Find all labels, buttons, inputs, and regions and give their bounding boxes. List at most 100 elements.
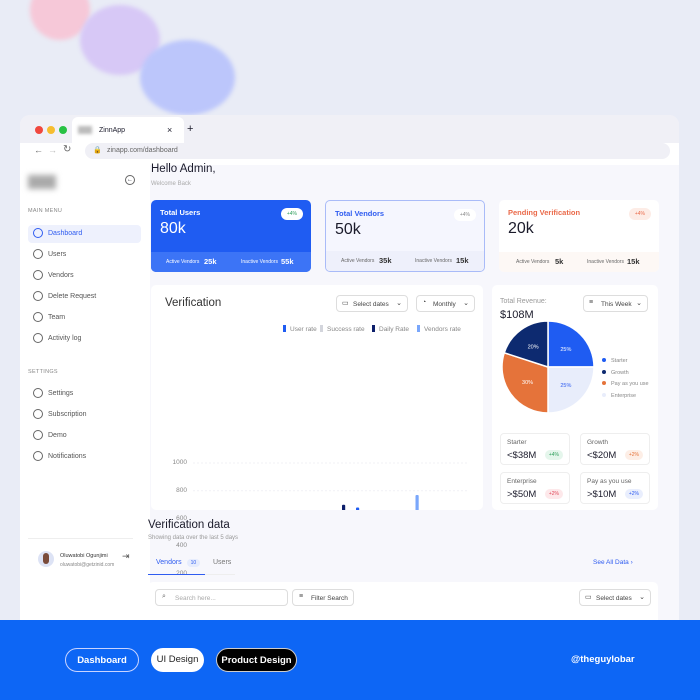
browser-window: ZinnApp × + ← → ↻ 🔒 zinapp.com/dashboard … [20,115,679,635]
sidebar-item-label: Dashboard [48,230,83,237]
author-handle: @theguylobar [571,654,635,665]
maximize-window-button[interactable] [59,126,67,134]
chevron-down-icon: ⌄ [396,300,402,307]
bar-daily-rate-jul [342,504,346,510]
tab-label: Users [213,559,232,566]
sidebar-item-settings[interactable]: Settings [28,385,141,403]
box-icon [33,409,43,419]
y-tick-label: 1000 [172,459,187,466]
sidebar-item-label: Subscription [48,411,87,418]
tag-ui-design: UI Design [151,648,204,672]
period-dropdown[interactable]: ◔ Monthly ⌄ [416,295,475,312]
chevron-down-icon: ⌄ [639,594,645,601]
legend-label: Daily Rate [379,326,409,333]
minimize-window-button[interactable] [47,126,55,134]
sidebar-item-notifications[interactable]: Notifications [28,448,141,466]
active-value: 35k [379,256,392,265]
sidebar-item-label: Team [48,314,66,321]
pie-slice-pay-as-you-use [501,351,549,414]
sidebar-item-subscription[interactable]: Subscription [28,406,141,424]
stat-card-pending-verification[interactable]: Pending Verification 20k +4% Active Vend… [499,200,659,272]
revenue-card-starter[interactable]: Starter <$38M +4% [500,433,570,465]
revenue-panel: Total Revenue: $108M ≡ This Week ⌄ 25% 25% 3… [492,285,658,510]
trash-icon [33,291,43,301]
card-title: Pending Verification [508,208,581,217]
collapse-sidebar-icon[interactable]: ← [125,175,135,185]
greeting: Hello Admin, [151,163,216,175]
card-value: 80k [160,220,186,237]
active-label: Active Vendors [341,258,375,264]
sidebar-item-label: Users [48,251,67,258]
revenue-label: Total Revenue: [500,298,547,305]
bell-icon [33,451,43,461]
headset-icon [33,312,43,322]
legend-label: Success rate [327,326,365,333]
legend-label: Vendors rate [424,326,461,333]
inactive-value: 15k [627,257,640,266]
stat-card-total-users[interactable]: Total Users 80k +4% Active Vendors 25k Ina… [151,200,311,272]
inactive-label: Inactive Vendors [415,258,452,264]
pie-legend-item: Growth [602,369,629,376]
reload-icon[interactable]: ↻ [63,144,72,155]
table-select-dates-button[interactable]: ▭ Select dates ⌄ [579,589,651,606]
table-title: Verification data [148,519,230,531]
tab-count-badge: 10 [186,559,201,567]
sidebar-item-activity-log[interactable]: Activity log [28,330,141,348]
inactive-label: Inactive Vendors [241,259,278,265]
legend-item: Daily Rate [372,325,409,333]
revenue-card-value: <$20M [587,450,617,461]
pie-slice-enterprise [547,366,595,414]
search-input[interactable]: ⌕ Search here... [155,589,288,606]
select-dates-button[interactable]: ▭ Select dates ⌄ [336,295,408,312]
card-title: Total Vendors [335,209,385,218]
period-label: Monthly [433,301,456,308]
back-icon[interactable]: ← [34,145,43,155]
see-all-data-link[interactable]: See All Data › [593,559,633,566]
change-badge: +4% [628,208,651,220]
bar-chart [193,462,469,510]
sidebar-item-team[interactable]: Team [28,309,141,327]
close-tab-icon[interactable]: × [167,125,173,135]
change-badge: +4% [544,450,563,460]
sidebar-item-label: Delete Request [48,293,97,300]
sidebar-item-users[interactable]: Users [28,246,141,264]
inactive-label: Inactive Vendors [587,259,624,265]
user-email: oluwatobi@getzinid.com [60,562,115,568]
verification-chart-panel: Verification ▭ Select dates ⌄ ◔ Monthly ⌄ Us… [151,285,483,616]
select-dates-label: Select dates [353,301,389,308]
active-label: Active Vendors [516,259,550,265]
pie-legend-item: Enterprise [602,392,636,399]
url-input[interactable]: 🔒 zinapp.com/dashboard [85,143,670,159]
change-badge: +2% [624,489,643,499]
calendar-icon: ▭ [342,300,349,307]
sidebar-item-delete-request[interactable]: Delete Request [28,288,141,306]
revenue-card-pay-as-you-use[interactable]: Pay as you use >$10M +2% [580,472,650,504]
tab-users[interactable]: Users [205,553,235,575]
pie-legend-label: Pay as you use [611,381,649,387]
forward-icon[interactable]: → [48,145,57,155]
sidebar-item-demo[interactable]: Demo [28,427,141,445]
new-tab-icon[interactable]: + [187,123,194,135]
chevron-down-icon: ⌄ [463,300,469,307]
sidebar-item-dashboard[interactable]: Dashboard [28,225,141,243]
close-window-button[interactable] [35,126,43,134]
see-all-label: See All Data [593,559,629,566]
revenue-card-enterprise[interactable]: Enterprise >$50M +2% [500,472,570,504]
users-icon [33,249,43,259]
gear-icon [33,388,43,398]
search-placeholder: Search here... [175,595,216,602]
legend-item: Vendors rate [417,325,461,333]
sidebar-item-vendors[interactable]: Vendors [28,267,141,285]
y-tick-label: 200 [176,570,187,578]
logout-icon[interactable]: ⇥ [122,551,130,561]
pie-slice-growth [503,320,549,369]
revenue-card-growth[interactable]: Growth <$20M +2% [580,433,650,465]
revenue-total: $108M [500,309,534,321]
tab-vendors[interactable]: Vendors 10 [148,553,205,575]
stat-card-total-vendors[interactable]: Total Vendors 50k +4% Active Vendors 35k I… [325,200,485,272]
filter-search-button[interactable]: ≡ Filter Search [292,589,354,606]
revenue-filter-dropdown[interactable]: ≡ This Week ⌄ [583,295,648,312]
browser-tab[interactable]: ZinnApp × [72,117,184,145]
pie-chart-icon [33,228,43,238]
revenue-card-value: <$38M [507,450,537,461]
